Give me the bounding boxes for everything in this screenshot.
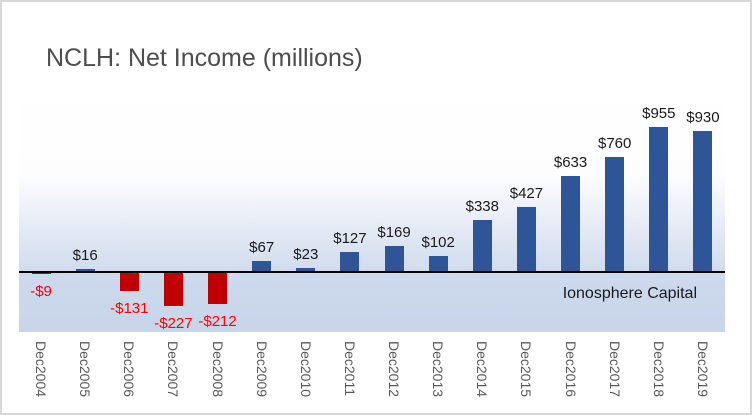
chart-title: NCLH: Net Income (millions) [46,44,363,72]
bar-Dec2005 [75,269,95,272]
x-axis-label: Dec2018 [650,341,667,398]
bar-value-label: $760 [598,134,632,152]
bar-value-label: $16 [72,247,98,265]
bar-value-label: $169 [377,223,411,241]
x-axis-label: Dec2010 [297,341,314,398]
bar-value-label: $23 [293,246,319,264]
x-axis-label: Dec2015 [518,341,535,398]
x-axis-label: Dec2008 [209,341,226,398]
bar-Dec2015 [516,206,536,272]
bar-Dec2014 [472,220,492,272]
bar-value-label: $127 [333,230,367,248]
x-axis-label: Dec2005 [77,341,94,398]
bar-Dec2010 [296,268,316,272]
x-axis-label: Dec2006 [121,341,138,398]
x-axis-label: Dec2019 [694,341,711,398]
x-axis-label: Dec2009 [253,341,270,398]
x-axis-label: Dec2014 [474,341,491,398]
bar-value-label: $67 [249,239,275,257]
bar-value-label: $338 [465,198,499,216]
bar-value-label: -$131 [110,300,149,318]
x-axis-label: Dec2012 [386,341,403,398]
bar-Dec2008 [208,271,228,304]
bar-Dec2013 [428,256,448,272]
bar-Dec2018 [649,127,669,272]
bar-Dec2019 [693,130,713,272]
bar-Dec2012 [384,245,404,272]
bar-value-label: -$227 [154,314,193,332]
bar-value-label: $633 [553,153,588,171]
bar-value-label: $102 [421,234,455,252]
x-axis-zero-line [19,270,725,273]
bar-Dec2009 [252,261,272,272]
bar-Dec2004 [31,271,51,274]
bar-value-label: -$212 [198,312,237,330]
bar-Dec2007 [163,271,183,306]
bar-Dec2017 [605,156,625,272]
x-axis-label: Dec2007 [165,341,182,398]
x-axis-label: Dec2016 [562,341,579,398]
bar-value-label: $955 [642,105,676,123]
bar-value-label: -$9 [30,282,52,300]
bar-Dec2016 [561,175,581,272]
x-axis-label: Dec2013 [430,341,447,398]
bar-Dec2011 [340,252,360,272]
x-axis-label: Dec2011 [341,341,358,397]
bar-value-label: $427 [509,184,544,202]
watermark-text: Ionosphere Capital [562,285,697,302]
bar-Dec2006 [119,271,139,292]
plot-area: Ionosphere Capital -$9 $16 -$131 -$227 -$212… [19,90,725,332]
x-axis-labels: Dec2004 Dec2005 Dec2006 Dec2007 Dec2008 Dec20… [19,332,725,413]
x-axis-label: Dec2004 [33,341,50,398]
x-axis-label: Dec2017 [606,341,623,398]
bar-value-label: $930 [686,108,720,126]
